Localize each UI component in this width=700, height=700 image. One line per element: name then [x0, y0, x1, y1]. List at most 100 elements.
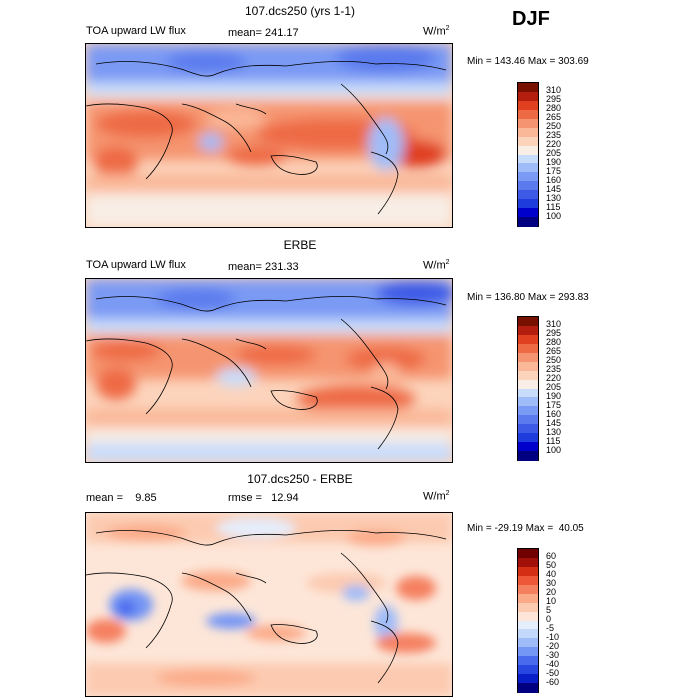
panel2-cb-label: 280 — [546, 337, 562, 347]
panel1-cb-label: 160 — [546, 175, 562, 185]
panel2-cb-label: 145 — [546, 418, 562, 428]
panel2-cb-label: 160 — [546, 409, 562, 419]
panel3-colorbar-swatch — [518, 602, 538, 613]
panel2-map — [85, 278, 453, 463]
panel3-colorbar-swatch — [518, 611, 538, 621]
panel1-colorbar — [517, 82, 539, 227]
panel3-colorbar-swatch — [518, 674, 538, 684]
panel2-cb-label: 235 — [546, 364, 562, 374]
panel1-colorbar-swatch — [518, 199, 538, 209]
panel2-cb-label: 115 — [546, 436, 561, 446]
panel3-colorbar-swatch — [518, 620, 538, 630]
panel1-minmax: Min = 143.46 Max = 303.69 — [467, 56, 589, 67]
panel2-colorbar-swatch — [518, 406, 538, 416]
panel2-colorbar-swatch — [518, 343, 538, 354]
panel3-colorbar-swatch — [518, 665, 538, 675]
panel1-colorbar-swatch — [518, 83, 538, 93]
panel3-colorbar-swatch — [518, 549, 538, 559]
panel2-colorbar-swatch — [518, 451, 538, 461]
panel1-colorbar-swatch — [518, 217, 538, 227]
panel3-colorbar-swatch — [518, 566, 538, 577]
panel2-cb-label: 310 — [546, 319, 562, 329]
panel1-colorbar-swatch — [518, 208, 538, 218]
panel1-colorbar-swatch — [518, 172, 538, 182]
panel3-rmse-label: rmse = 12.94 — [228, 492, 299, 504]
panel1-colorbar-swatch — [518, 136, 538, 147]
panel3-colorbar-swatch — [518, 683, 538, 693]
panel2-colorbar-swatch — [518, 325, 538, 336]
panel3-cb-label: -5 — [546, 623, 555, 633]
panel3-colorbar-swatch — [518, 629, 538, 639]
panel2-variable-label: TOA upward LW flux — [86, 259, 186, 271]
panel2-colorbar-swatch — [518, 442, 538, 452]
panel1-colorbar-swatch — [518, 91, 538, 102]
panel3-colorbar — [517, 548, 539, 693]
panel1-cb-label: 265 — [546, 112, 562, 122]
panel2-cb-label: 100 — [546, 445, 562, 455]
panel2-colorbar-swatch — [518, 379, 538, 389]
panel2-cb-label: 175 — [546, 400, 562, 410]
panel3-cb-label: -50 — [546, 668, 560, 678]
panel3-cb-label: -30 — [546, 650, 560, 660]
panel2-colorbar-swatch — [518, 334, 538, 345]
panel3-cb-label: 60 — [546, 551, 557, 561]
panel3-map — [85, 512, 453, 697]
panel1-colorbar-swatch — [518, 163, 538, 173]
panel1-title: 107.dcs250 (yrs 1-1) — [244, 4, 356, 18]
panel3-units: W/m2 — [423, 490, 450, 503]
panel3-cb-label: 30 — [546, 578, 557, 588]
panel3-cb-label: -40 — [546, 659, 560, 669]
panel1-cb-label: 310 — [546, 85, 562, 95]
panel1-mean-label: mean= 241.17 — [228, 27, 299, 39]
panel1-colorbar-swatch — [518, 145, 538, 155]
panel1-cb-label: 280 — [546, 103, 562, 113]
panel1-cb-label: 205 — [546, 148, 562, 158]
panel2-cb-label: 205 — [546, 382, 562, 392]
panel2-cb-label: 265 — [546, 346, 562, 356]
panel3-cb-label: 40 — [546, 569, 557, 579]
panel3-cb-label: -10 — [546, 632, 560, 642]
panel1-units: W/m2 — [423, 25, 450, 38]
panel1-variable-label: TOA upward LW flux — [86, 25, 186, 37]
panel1-cb-label: 235 — [546, 130, 562, 140]
panel2-cb-label: 130 — [546, 427, 562, 437]
panel3-colorbar-swatch — [518, 656, 538, 666]
panel2-colorbar — [517, 316, 539, 461]
panel3-cb-label: 20 — [546, 587, 557, 597]
panel2-units: W/m2 — [423, 259, 450, 272]
panel3-colorbar-swatch — [518, 638, 538, 648]
panel2-title: ERBE — [283, 238, 317, 252]
panel2-cb-label: 190 — [546, 391, 562, 401]
panel3-cb-label: 5 — [546, 605, 552, 615]
panel3-colorbar-swatch — [518, 575, 538, 586]
panel3-mean-label: mean = 9.85 — [86, 492, 157, 504]
panel1-cb-label: 115 — [546, 202, 561, 212]
panel1-cb-label: 190 — [546, 157, 562, 167]
panel1-colorbar-swatch — [518, 109, 538, 120]
panel2-colorbar-swatch — [518, 317, 538, 327]
panel2-colorbar-swatch — [518, 352, 538, 363]
panel1-cb-label: 295 — [546, 94, 562, 104]
panel1-cb-label: 145 — [546, 184, 562, 194]
season-label: DJF — [512, 8, 550, 30]
panel1-colorbar-swatch — [518, 100, 538, 111]
panel1-cb-label: 100 — [546, 211, 562, 221]
panel3-cb-label: 10 — [546, 596, 557, 606]
panel2-colorbar-swatch — [518, 397, 538, 407]
panel2-minmax: Min = 136.80 Max = 293.83 — [467, 292, 589, 303]
panel2-colorbar-swatch — [518, 388, 538, 398]
panel1-cb-label: 175 — [546, 166, 562, 176]
panel3-colorbar-swatch — [518, 584, 538, 595]
panel3-colorbar-swatch — [518, 593, 538, 604]
panel2-cb-label: 220 — [546, 373, 562, 383]
panel2-cb-label: 250 — [546, 355, 562, 365]
panel3-cb-label: 0 — [546, 614, 552, 624]
panel3-cb-label: 50 — [546, 560, 557, 570]
panel1-cb-label: 220 — [546, 139, 562, 149]
panel1-colorbar-swatch — [518, 181, 538, 191]
panel2-colorbar-swatch — [518, 415, 538, 425]
panel3-colorbar-swatch — [518, 647, 538, 657]
panel3-minmax: Min = -29.19 Max = 40.05 — [467, 523, 584, 534]
panel2-colorbar-swatch — [518, 424, 538, 434]
panel2-mean-label: mean= 231.33 — [228, 261, 299, 273]
